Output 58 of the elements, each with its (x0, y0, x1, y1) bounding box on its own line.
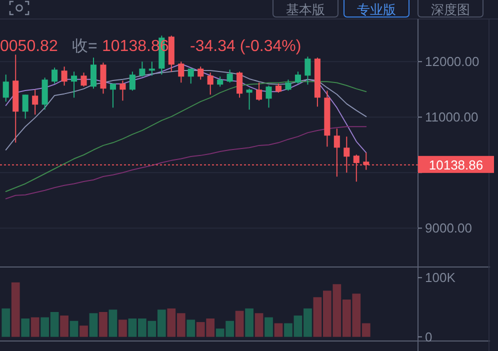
bar (2, 308, 10, 337)
bar (245, 308, 254, 337)
candlestick (198, 66, 204, 80)
bar (30, 317, 40, 337)
text: 深度图 (431, 2, 470, 17)
y-tick-label: 12000.00 (425, 54, 480, 70)
candlestick (100, 62, 106, 94)
candlestick (304, 56, 311, 86)
text: 基本版 (286, 2, 325, 17)
bar (235, 310, 244, 337)
candlestick (256, 82, 262, 102)
candlestick (2, 74, 9, 102)
bar (70, 320, 78, 337)
candlestick (22, 94, 28, 120)
candlestick (294, 71, 301, 84)
candlestick (52, 67, 58, 84)
candlestick (246, 88, 252, 110)
annotation: 0050.82 (0, 38, 58, 55)
bar (80, 326, 88, 337)
candlestick (129, 71, 136, 92)
annotation: 收= (72, 38, 98, 55)
candlestick (285, 79, 292, 92)
candlestick (178, 61, 184, 84)
bar (108, 310, 118, 337)
candlestick (120, 80, 126, 102)
candlestick (236, 71, 243, 98)
y-tick-label: 0 (425, 329, 432, 344)
y-tick-label: 9000.00 (425, 220, 472, 236)
annotation: -34.34 (-0.34%) (190, 38, 302, 55)
y-tick-label: 11000.00 (425, 110, 478, 125)
bar (89, 313, 98, 337)
y-tick-label: 100K (425, 270, 456, 286)
candlestick (32, 89, 38, 116)
candlestick (217, 76, 224, 88)
candlestick (275, 83, 282, 94)
bar (99, 312, 108, 337)
line-series (5, 126, 367, 200)
candlestick (148, 61, 155, 76)
candlestick (71, 71, 78, 98)
text: 专业版 (357, 2, 396, 17)
bar (118, 320, 127, 337)
candlestick (226, 69, 233, 84)
bar (274, 323, 283, 337)
bar (186, 320, 196, 337)
candlestick (139, 61, 146, 78)
bar (11, 282, 20, 337)
bar (21, 318, 30, 337)
candlestick (61, 66, 68, 86)
candlestick (110, 83, 116, 108)
bar (264, 317, 273, 337)
ref-line-label: 10138.86 (428, 157, 484, 172)
candlestick (80, 72, 87, 88)
bar (254, 313, 264, 337)
bar (60, 316, 68, 337)
candlestick (188, 68, 194, 84)
candlestick (207, 72, 214, 96)
candlestick (90, 57, 97, 90)
candlestick (266, 85, 272, 108)
